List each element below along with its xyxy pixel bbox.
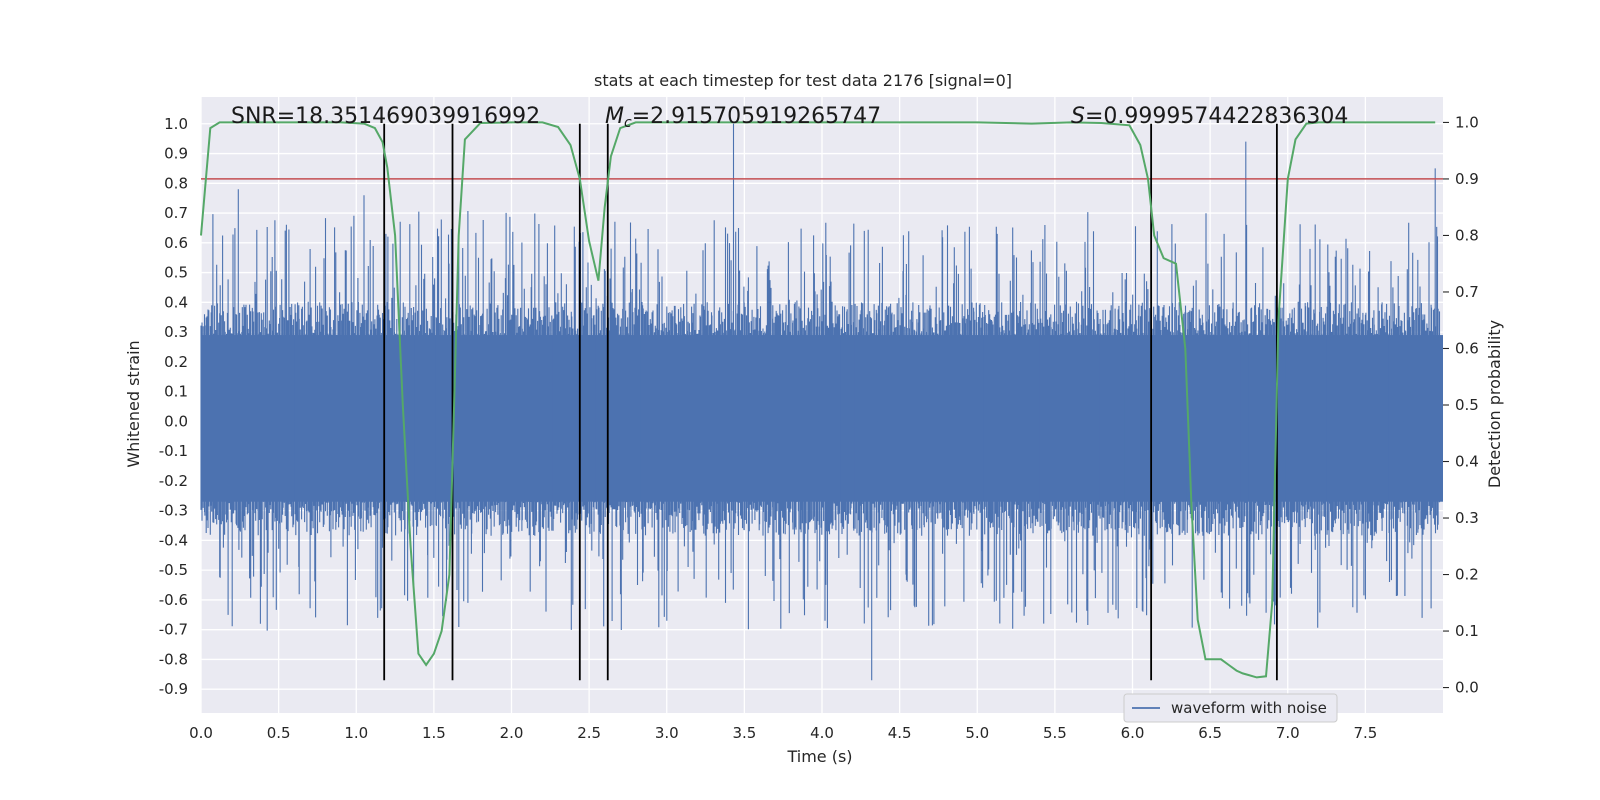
mc-subscript: c xyxy=(624,115,632,131)
y2-tick-label: 0.8 xyxy=(1455,226,1479,244)
y-tick-label: -0.1 xyxy=(159,442,188,460)
y2-tick-label: 0.0 xyxy=(1455,679,1479,697)
y2-tick-label: 0.1 xyxy=(1455,622,1479,640)
x-tick-label: 0.5 xyxy=(267,724,291,742)
legend-box xyxy=(1123,693,1338,723)
x-tick-label: 0.0 xyxy=(189,724,213,742)
s-value: =0.9999574422836304 xyxy=(1085,104,1348,129)
y-tick-label: 0.5 xyxy=(164,264,188,282)
legend: waveform with noise xyxy=(1123,693,1338,723)
y-tick-label: 0.1 xyxy=(164,383,188,401)
y2-tick-label: 0.9 xyxy=(1455,170,1479,188)
y-tick-label: -0.2 xyxy=(159,472,188,490)
y2-tick-label: 0.7 xyxy=(1455,283,1479,301)
x-tick-label: 6.5 xyxy=(1198,724,1222,742)
s-symbol: S xyxy=(1071,104,1085,129)
y-tick-label: 0.6 xyxy=(164,234,188,252)
x-tick-label: 2.5 xyxy=(577,724,601,742)
y-tick-label: 1.0 xyxy=(164,115,188,133)
y-tick-label: 0.4 xyxy=(164,293,188,311)
x-tick-label: 4.5 xyxy=(888,724,912,742)
y-tick-label: 0.9 xyxy=(164,145,188,163)
waveform-series xyxy=(200,123,1443,681)
y-tick-label: -0.7 xyxy=(159,621,188,639)
y-tick-label: -0.8 xyxy=(159,650,188,668)
y-tick-label: -0.4 xyxy=(159,531,188,549)
y2-tick-label: 1.0 xyxy=(1455,113,1479,131)
y-tick-label: 0.0 xyxy=(164,412,188,430)
x-tick-label: 4.0 xyxy=(810,724,834,742)
mc-annotation: Mc=2.915705919265747 xyxy=(605,104,881,131)
y-tick-label: -0.6 xyxy=(159,591,188,609)
y-tick-label: 0.2 xyxy=(164,353,188,371)
y2-axis-label: Detection probability xyxy=(1485,320,1504,488)
mc-symbol: M xyxy=(605,104,624,129)
legend-label: waveform with noise xyxy=(1171,699,1327,717)
y-tick-label: 0.3 xyxy=(164,323,188,341)
waveform-spikes xyxy=(200,123,1441,681)
chart-title: stats at each timestep for test data 217… xyxy=(594,71,1012,90)
snr-annotation: SNR=18.351469039916992 xyxy=(231,104,540,129)
y-tick-label: -0.3 xyxy=(159,502,188,520)
y-tick-label: -0.9 xyxy=(159,680,188,698)
y2-tick-label: 0.2 xyxy=(1455,566,1479,584)
x-tick-label: 5.5 xyxy=(1043,724,1067,742)
probability-series xyxy=(200,121,1436,679)
y2-tick-label: 0.6 xyxy=(1455,339,1479,357)
x-tick-label: 3.5 xyxy=(732,724,756,742)
mc-value: =2.915705919265747 xyxy=(632,104,881,129)
event-vlines xyxy=(383,123,1278,681)
y2-tick-label: 0.3 xyxy=(1455,509,1479,527)
y-tick-label: -0.5 xyxy=(159,561,188,579)
probability-line xyxy=(200,121,1436,679)
s-annotation: S=0.9999574422836304 xyxy=(1071,104,1348,129)
x-tick-label: 3.0 xyxy=(655,724,679,742)
x-tick-label: 5.0 xyxy=(965,724,989,742)
y-tick-label: 0.7 xyxy=(164,204,188,222)
x-tick-label: 2.0 xyxy=(500,724,524,742)
y2-tick-label: 0.4 xyxy=(1455,453,1479,471)
y2-tick-label: 0.5 xyxy=(1455,396,1479,414)
x-tick-label: 7.0 xyxy=(1276,724,1300,742)
x-tick-label: 7.5 xyxy=(1353,724,1377,742)
x-tick-label: 1.5 xyxy=(422,724,446,742)
y-tick-label: 0.8 xyxy=(164,174,188,192)
x-tick-label: 1.0 xyxy=(344,724,368,742)
x-tick-label: 6.0 xyxy=(1121,724,1145,742)
axis-ticks: 0.0 0.5 1.0 1.5 2.0 2.5 3.0 3.5 4.0 4.5 5.0 5.5 6.0 6… xyxy=(159,113,1479,742)
x-axis-label: Time (s) xyxy=(786,747,852,766)
y-axis-label: Whitened strain xyxy=(124,340,143,467)
